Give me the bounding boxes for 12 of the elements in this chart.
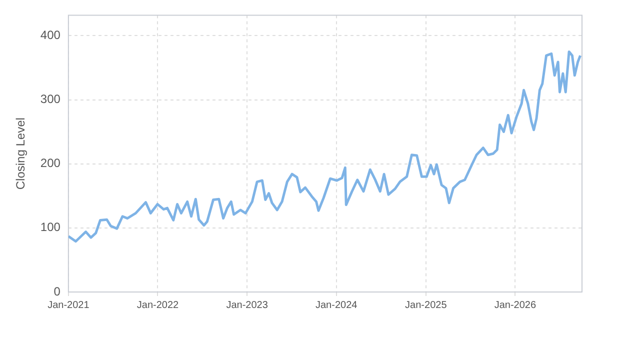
x-tick-label: Jan-2022 [136, 300, 180, 311]
x-tick-label: Jan-2024 [315, 300, 358, 311]
y-tick-label: 300 [40, 92, 61, 106]
x-tick-label: Jan-2026 [494, 300, 536, 311]
y-tick-label: 400 [40, 28, 61, 42]
x-tick-label: Jan-2021 [48, 300, 90, 311]
y-tick-label: 0 [54, 284, 61, 298]
y-axis-title: Closing Level [14, 118, 28, 190]
y-tick-label: 200 [40, 156, 61, 170]
x-tick-label: Jan-2023 [226, 300, 268, 311]
x-tick-label: Jan-2025 [405, 300, 448, 311]
y-tick-label: 100 [40, 220, 61, 234]
